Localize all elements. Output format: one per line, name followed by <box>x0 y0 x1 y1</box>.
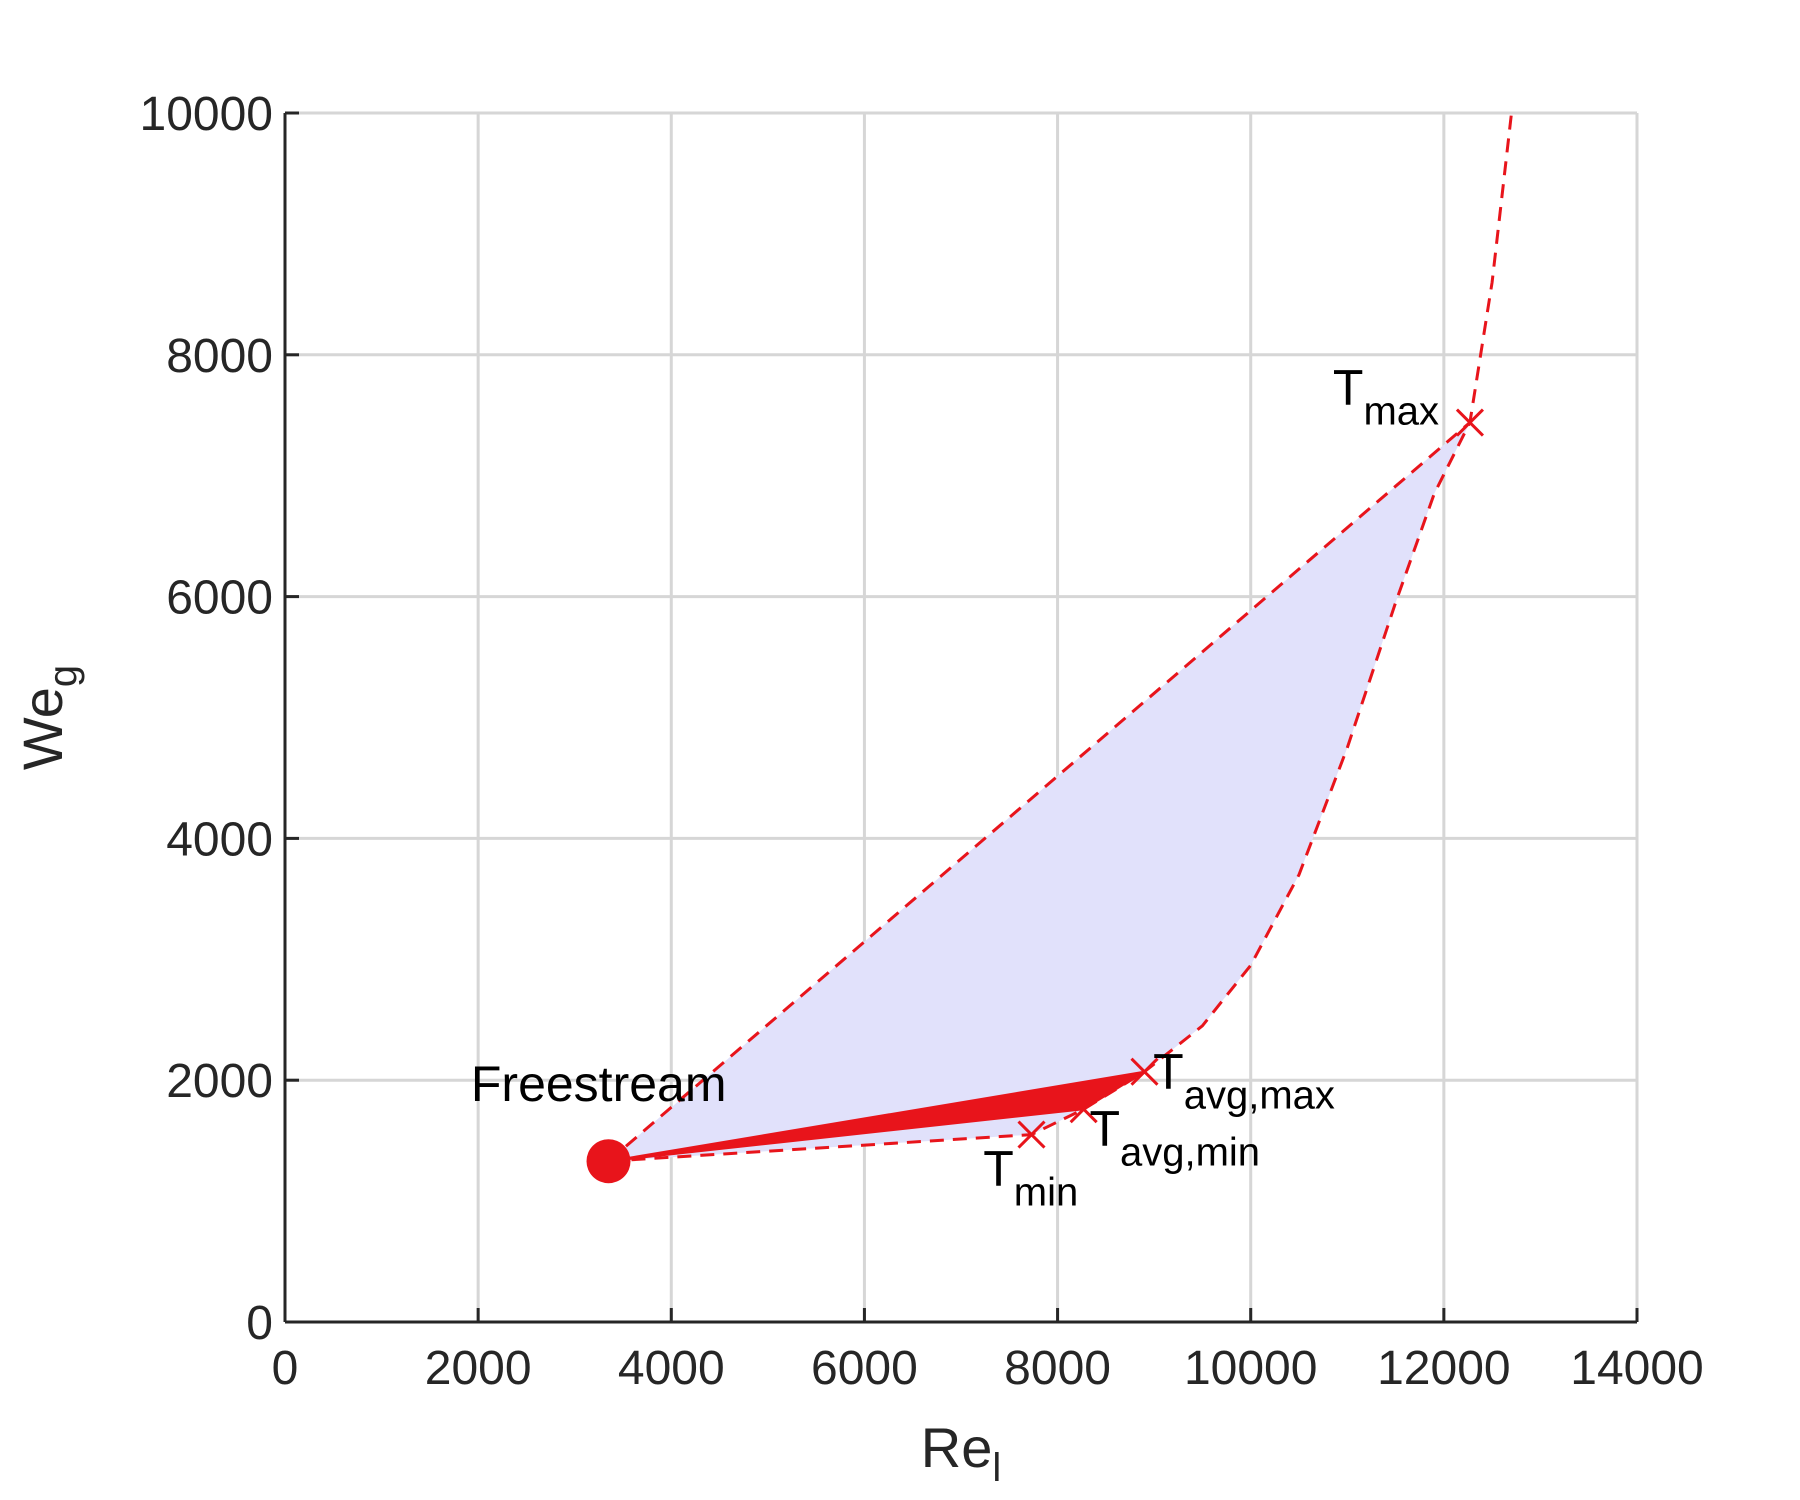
x-tick-label: 12000 <box>1377 1342 1510 1395</box>
x-tick-label: 10000 <box>1184 1342 1317 1395</box>
x-tick-label: 8000 <box>1004 1342 1111 1395</box>
t-max-label: Tmax <box>1333 359 1439 433</box>
axes <box>283 111 1639 1324</box>
x-axis-label: Rel <box>921 1416 1001 1490</box>
y-tick-label: 6000 <box>166 572 273 625</box>
y-axis-label: Weg <box>11 665 85 770</box>
y-tick-label: 10000 <box>140 88 273 141</box>
t-min-marker <box>1017 1120 1046 1149</box>
upper-dashed-line <box>607 421 1471 1163</box>
t-max-marker <box>1455 408 1484 437</box>
x-tick-label: 6000 <box>811 1342 918 1395</box>
y-tick-label: 2000 <box>166 1055 273 1108</box>
grid <box>285 111 1639 1322</box>
t-min-label: Tmin <box>983 1140 1078 1214</box>
x-tick-label: 14000 <box>1570 1342 1703 1395</box>
freestream-label: Freestream <box>471 1056 727 1112</box>
t-avg-max-marker <box>1130 1057 1159 1086</box>
solid-wedge <box>607 1070 1146 1163</box>
plot-series <box>586 112 1513 1184</box>
y-tick-label: 0 <box>246 1297 273 1350</box>
x-tick-label: 2000 <box>425 1342 532 1395</box>
y-tick-label: 8000 <box>166 330 273 383</box>
y-tick-label: 4000 <box>166 813 273 866</box>
tick-labels: 0 2000 4000 6000 8000 10000 12000 14000 0 2000 400… <box>140 88 1704 1395</box>
t-avg-min-marker <box>1069 1095 1098 1124</box>
freestream-point <box>586 1139 631 1184</box>
t-avg-min-label: Tavg,min <box>1089 1100 1260 1174</box>
t-avg-max-label: Tavg,max <box>1153 1044 1335 1118</box>
x-tick-label: 4000 <box>618 1342 725 1395</box>
x-tick-label: 0 <box>272 1342 299 1395</box>
